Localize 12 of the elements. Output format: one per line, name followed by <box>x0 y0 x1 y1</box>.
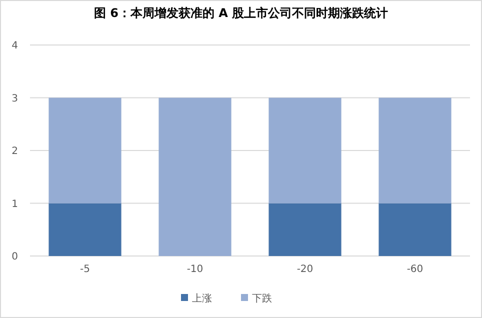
y-tick-label: 4 <box>12 40 18 52</box>
y-tick-label: 3 <box>12 93 18 104</box>
y-tick-label: 1 <box>12 198 18 210</box>
x-tick-label: -60 <box>406 264 424 275</box>
x-tick-label: -10 <box>186 264 204 275</box>
x-tick-label: -5 <box>80 264 90 275</box>
chart-title: 图 6：本周增发获准的 A 股上市公司不同时期涨跌统计 <box>94 6 388 20</box>
legend-label: 上涨 <box>192 292 212 304</box>
legend-label: 下跌 <box>252 292 272 304</box>
x-tick-label: -20 <box>296 264 314 275</box>
y-tick-label: 2 <box>12 146 18 157</box>
y-tick-label: 0 <box>12 252 18 262</box>
